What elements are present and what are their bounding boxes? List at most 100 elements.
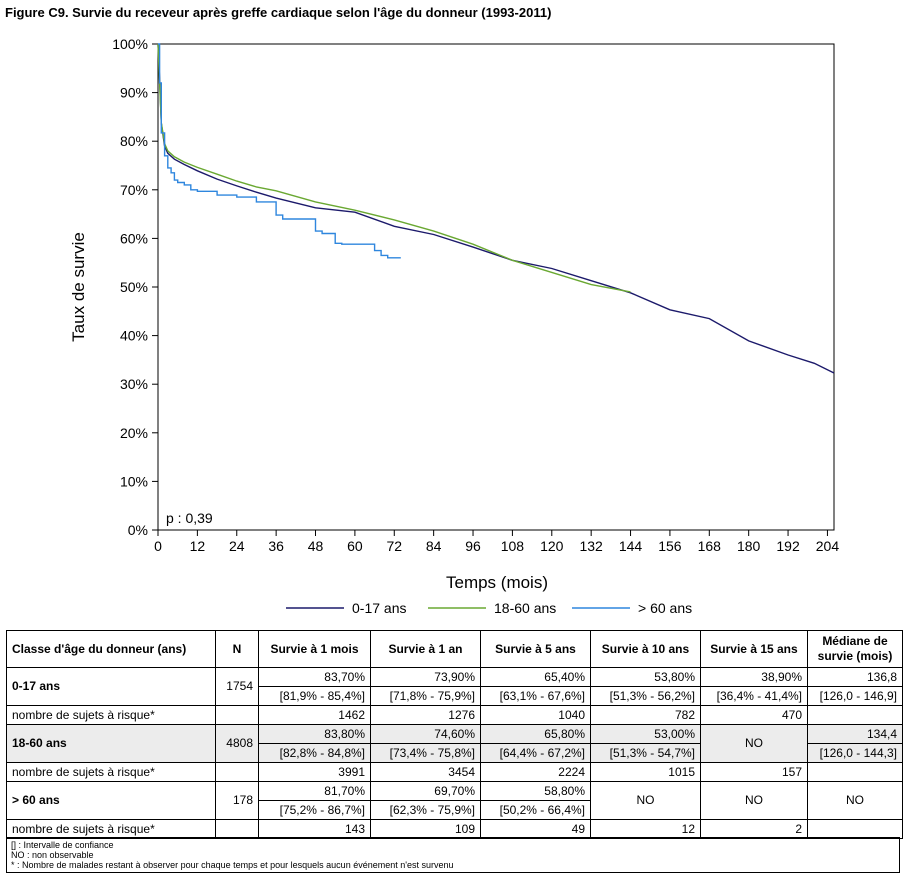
y-tick-label: 100% xyxy=(112,36,148,52)
table-header-row: Classe d'âge du donneur (ans) N Survie à… xyxy=(6,630,903,668)
risk-count: 1462 xyxy=(258,705,371,725)
group-n: 4808 xyxy=(215,724,259,763)
survival-table: Classe d'âge du donneur (ans) N Survie à… xyxy=(6,630,903,839)
survival-value: 81,70% xyxy=(258,781,371,801)
x-tick-label: 0 xyxy=(154,538,162,554)
x-tick-label: 24 xyxy=(229,538,245,554)
y-tick-label: 0% xyxy=(128,522,148,538)
x-tick-label: 84 xyxy=(426,538,442,554)
confidence-interval: [82,8% - 84,8%] xyxy=(258,743,371,763)
x-tick-label: 192 xyxy=(776,538,800,554)
group-label: > 60 ans xyxy=(6,781,216,820)
legend-label: > 60 ans xyxy=(638,600,692,616)
table-row: nombre de sujets à risque* 3991 3454 2224 10… xyxy=(6,762,903,782)
confidence-interval: [71,8% - 75,9%] xyxy=(370,686,481,706)
risk-count: 1276 xyxy=(370,705,481,725)
legend-label: 0-17 ans xyxy=(352,600,406,616)
risk-count: 3454 xyxy=(370,762,481,782)
table-notes: [] : Intervalle de confiance NO : non ob… xyxy=(6,837,900,873)
survival-curve-1 xyxy=(157,43,631,293)
y-axis-label: Taux de survie xyxy=(69,232,88,342)
note-no: NO : non observable xyxy=(11,850,94,860)
empty-cell xyxy=(215,819,259,839)
figure-title: Figure C9. Survie du receveur après gref… xyxy=(5,5,552,20)
survival-value: 134,4 xyxy=(807,724,903,744)
legend: 0-17 ans 18-60 ans > 60 ans xyxy=(286,600,692,616)
col-header-1-an: Survie à 1 an xyxy=(370,630,481,668)
x-tick-label: 204 xyxy=(816,538,840,554)
risk-count: 1015 xyxy=(590,762,701,782)
table-row: nombre de sujets à risque* 1462 1276 1040 78… xyxy=(6,705,903,725)
p-value-annotation: p : 0,39 xyxy=(166,510,213,526)
risk-count xyxy=(807,762,903,782)
x-tick-label: 132 xyxy=(579,538,603,554)
table-row: [82,8% - 84,8%] [73,4% - 75,8%] [64,4% - 6… xyxy=(7,743,903,763)
survival-value: NO xyxy=(700,724,808,763)
table-row: 0-17 ans 1754 83,70% 73,90% 65,40% 53,80% 38,9… xyxy=(6,667,903,706)
confidence-interval: [51,3% - 56,2%] xyxy=(590,686,701,706)
risk-count: 2224 xyxy=(480,762,591,782)
y-tick-label: 90% xyxy=(120,85,148,101)
group-n: 178 xyxy=(215,781,259,820)
col-header-10-ans: Survie à 10 ans xyxy=(590,630,701,668)
confidence-interval: [81,9% - 85,4%] xyxy=(258,686,371,706)
empty-cell xyxy=(215,705,259,725)
col-header-n: N xyxy=(215,630,259,668)
y-tick-label: 50% xyxy=(120,279,148,295)
y-tick-label: 20% xyxy=(120,425,148,441)
survival-value: 83,70% xyxy=(258,667,371,687)
group-label: 18-60 ans xyxy=(6,724,216,763)
risk-count xyxy=(807,705,903,725)
y-tick-label: 60% xyxy=(120,230,148,246)
x-tick-label: 120 xyxy=(540,538,564,554)
table-row: nombre de sujets à risque* 143 109 49 12 2 xyxy=(6,819,903,839)
risk-label: nombre de sujets à risque* xyxy=(6,819,216,839)
risk-count: 143 xyxy=(258,819,371,839)
survival-value: 74,60% xyxy=(370,724,481,744)
risk-count: 470 xyxy=(700,705,808,725)
survival-value: 73,90% xyxy=(370,667,481,687)
x-tick-label: 12 xyxy=(190,538,206,554)
y-tick-label: 30% xyxy=(120,376,148,392)
risk-label: nombre de sujets à risque* xyxy=(6,762,216,782)
y-tick-label: 80% xyxy=(120,133,148,149)
risk-count xyxy=(807,819,903,839)
confidence-interval: [126,0 - 146,9] xyxy=(807,686,903,706)
confidence-interval: [75,2% - 86,7%] xyxy=(258,800,371,820)
note-risk: * : Nombre de malades restant à observer… xyxy=(11,860,454,870)
survival-value: NO xyxy=(807,781,903,820)
risk-count: 12 xyxy=(590,819,701,839)
risk-label: nombre de sujets à risque* xyxy=(6,705,216,725)
survival-value: 83,80% xyxy=(258,724,371,744)
col-header-classe: Classe d'âge du donneur (ans) xyxy=(6,630,216,668)
confidence-interval: [73,4% - 75,8%] xyxy=(370,743,481,763)
y-tick-label: 40% xyxy=(120,328,148,344)
table-row: [81,9% - 85,4%] [71,8% - 75,9%] [63,1% - 6… xyxy=(7,686,903,706)
empty-cell xyxy=(215,762,259,782)
group-n: 1754 xyxy=(215,667,259,706)
plot-area xyxy=(157,43,835,531)
table-row: 18-60 ans 4808 83,80% 74,60% 65,80% 53,00% NO 1… xyxy=(6,724,903,763)
x-tick-label: 96 xyxy=(465,538,481,554)
confidence-interval: [36,4% - 41,4%] xyxy=(700,686,808,706)
confidence-interval: [63,1% - 67,6%] xyxy=(480,686,591,706)
risk-count: 49 xyxy=(480,819,591,839)
survival-value: 69,70% xyxy=(370,781,481,801)
survival-chart: 0% 10% 20% 30% 40% 50% 60% 70% 80% 90% 100% 0 12 24 3… xyxy=(69,36,840,616)
x-tick-label: 144 xyxy=(619,538,643,554)
risk-count: 2 xyxy=(700,819,808,839)
risk-count: 782 xyxy=(590,705,701,725)
x-tick-label: 108 xyxy=(501,538,525,554)
survival-value: 65,40% xyxy=(480,667,591,687)
risk-count: 1040 xyxy=(480,705,591,725)
table-row: > 60 ans 178 81,70% 69,70% 58,80% NO NO NO xyxy=(6,781,903,820)
confidence-interval: [126,0 - 144,3] xyxy=(807,743,903,763)
survival-value: 65,80% xyxy=(480,724,591,744)
x-tick-label: 180 xyxy=(737,538,761,554)
x-tick-label: 72 xyxy=(386,538,402,554)
survival-value: 53,80% xyxy=(590,667,701,687)
legend-label: 18-60 ans xyxy=(494,600,556,616)
survival-curve-0 xyxy=(157,43,835,374)
x-tick-label: 168 xyxy=(698,538,722,554)
survival-value: 58,80% xyxy=(480,781,591,801)
